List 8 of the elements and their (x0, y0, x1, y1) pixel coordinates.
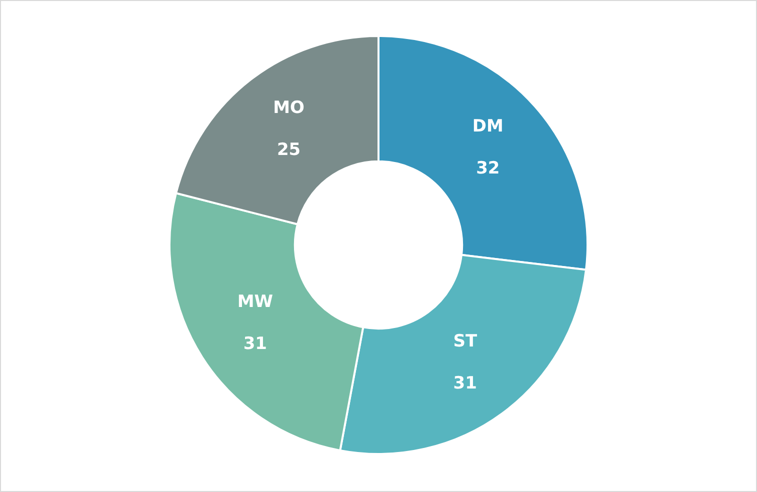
slice-label: ST (453, 331, 478, 352)
slice-label: MW (237, 292, 274, 312)
slice-label: MO (273, 98, 304, 118)
data-label: 32 (476, 158, 500, 178)
data-label: 31 (453, 373, 477, 394)
data-label: 31 (243, 334, 267, 354)
data-label: 25 (276, 140, 301, 160)
slice-label: DM (472, 116, 504, 136)
